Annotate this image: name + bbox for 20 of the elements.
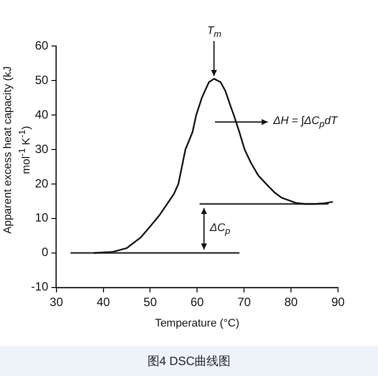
x-tick-label: 90 (331, 294, 345, 309)
x-tick-label: 80 (284, 294, 298, 309)
x-tick-label: 30 (50, 294, 64, 309)
y-tick-label: -10 (31, 280, 49, 294)
y-tick-label: 60 (34, 38, 49, 52)
annotation: T$_{m}$ (207, 24, 222, 39)
x-tick-label: 60 (190, 294, 204, 309)
x-axis-title: Temperature (°C) (154, 317, 240, 330)
annotation: ΔH = ∫ΔC$_{p}$dT (273, 114, 338, 129)
caption: 图4 DSC曲线图 (0, 346, 378, 376)
y-tick-label: 20 (34, 176, 49, 190)
x-tick-label: 40 (96, 294, 110, 309)
y-tick-label: 30 (34, 142, 49, 156)
y-tick-label: 10 (34, 210, 49, 225)
y-tick-label: 40 (34, 107, 49, 122)
annotation: ΔC$_{p}$ (210, 222, 230, 236)
y-tick-label: 50 (34, 72, 49, 87)
x-tick-label: 50 (144, 294, 158, 309)
y-tick-label: 0 (42, 245, 49, 260)
x-tick-label: 70 (237, 294, 252, 309)
